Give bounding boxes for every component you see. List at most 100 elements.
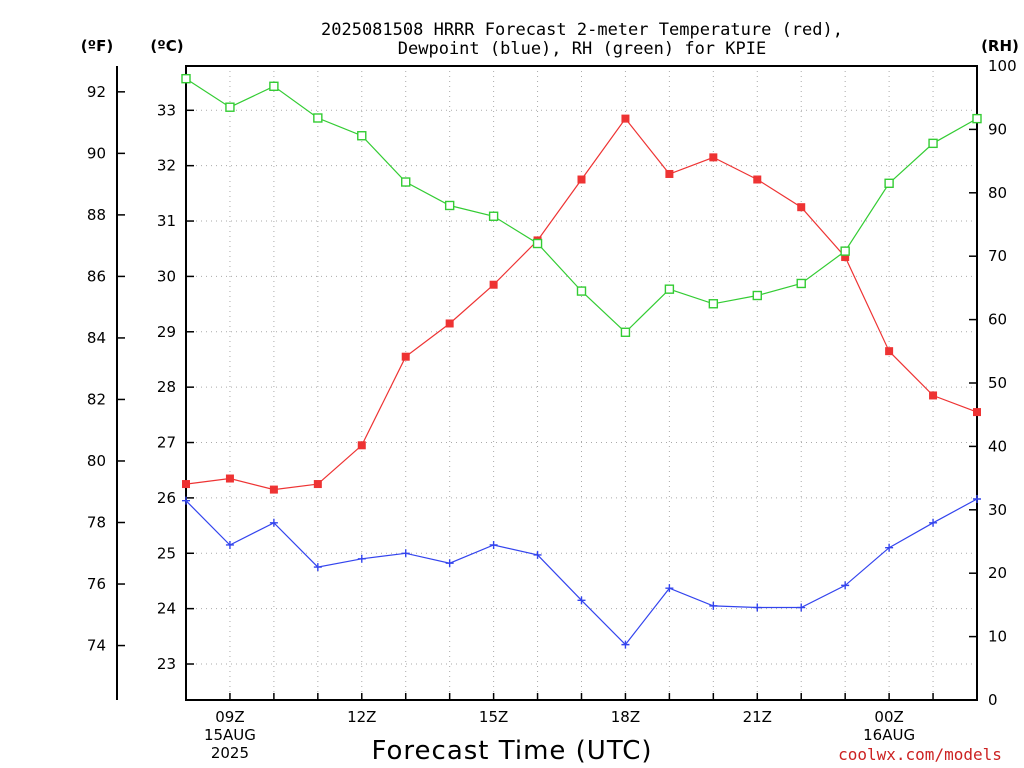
x-tick-label: 2025	[211, 744, 249, 762]
x-tick-label: 21Z	[743, 708, 772, 726]
c-tick-label: 26	[157, 489, 176, 507]
temperature-point	[401, 352, 410, 361]
chart-subtitle: Dewpoint (blue), RH (green) for KPIE	[398, 39, 766, 59]
c-tick-label: 33	[157, 101, 176, 119]
c-tick-label: 23	[157, 655, 176, 673]
dewpoint-point	[577, 596, 586, 605]
rh-point	[708, 299, 719, 309]
x-tick-label: 12Z	[347, 708, 376, 726]
x-tick-label: 18Z	[611, 708, 640, 726]
tick-labels: 74 76 78 80 82 84 86 88 90 92 23 24 25 26 27 28 29 30 31 32…	[87, 57, 1017, 762]
rh-series	[181, 73, 982, 337]
dewpoint-series	[182, 495, 981, 649]
dewpoint-point	[182, 496, 190, 505]
dewpoint-point	[753, 603, 762, 612]
dewpoint-point	[841, 581, 850, 590]
temperature-point	[753, 175, 762, 184]
dewpoint-point	[665, 584, 674, 593]
celsius-axis-unit: (ºC)	[150, 37, 183, 55]
x-tick-label: 15Z	[479, 708, 508, 726]
credit-text: coolwx.com/models	[838, 745, 1002, 764]
f-tick-label: 92	[87, 83, 106, 101]
f-tick-label: 84	[87, 329, 106, 347]
dewpoint-point	[709, 601, 718, 610]
x-tick-label: 00Z	[874, 708, 903, 726]
rh-point	[884, 178, 894, 188]
x-tick-label: 16AUG	[863, 726, 915, 744]
temperature-point	[489, 280, 498, 289]
rh-point	[225, 102, 235, 112]
dewpoint-point	[313, 563, 322, 572]
temperature-point	[357, 441, 366, 450]
dewpoint-point	[357, 554, 366, 563]
x-tick-label: 15AUG	[204, 726, 256, 744]
f-tick-label: 80	[87, 452, 106, 470]
c-tick-label: 29	[157, 323, 176, 341]
rh-point	[269, 81, 279, 91]
rh-tick-label: 70	[988, 247, 1007, 265]
c-tick-label: 31	[157, 212, 176, 230]
temperature-point	[665, 169, 674, 178]
dewpoint-point	[401, 549, 410, 558]
rh-point	[972, 113, 982, 124]
rh-tick-label: 80	[988, 184, 1007, 202]
temperature-point	[841, 253, 850, 262]
axes	[116, 65, 978, 701]
dewpoint-point	[973, 495, 981, 504]
c-tick-label: 28	[157, 378, 176, 396]
c-tick-label: 24	[157, 600, 176, 618]
temperature-line	[185, 117, 978, 491]
c-tick-label: 30	[157, 267, 176, 285]
rh-tick-label: 0	[988, 691, 998, 709]
temperature-point	[577, 175, 586, 184]
rh-point	[532, 238, 543, 249]
rh-tick-label: 60	[988, 311, 1007, 329]
rh-point	[664, 284, 675, 294]
f-tick-label: 88	[87, 206, 106, 224]
temperature-point	[621, 114, 630, 123]
dewpoint-point	[797, 603, 806, 612]
data-series	[181, 73, 982, 649]
temperature-point	[885, 347, 894, 356]
temperature-series	[182, 114, 981, 494]
rh-tick-label: 20	[988, 564, 1007, 582]
fahrenheit-axis-unit: (ºF)	[81, 37, 113, 55]
x-axis-label: Forecast Time (UTC)	[371, 736, 652, 766]
temperature-point	[182, 480, 190, 489]
dewpoint-point	[621, 640, 630, 649]
rh-point	[928, 138, 938, 149]
temperature-point	[973, 408, 981, 417]
rh-point	[840, 246, 850, 256]
c-tick-label: 32	[157, 157, 176, 175]
rh-point	[488, 211, 499, 221]
rh-tick-label: 100	[988, 57, 1017, 75]
rh-point	[444, 200, 455, 211]
dewpoint-point	[489, 540, 498, 549]
chart-title: 2025081508 HRRR Forecast 2-meter Tempera…	[321, 20, 843, 40]
rh-tick-label: 10	[988, 628, 1007, 646]
rh-point	[752, 290, 762, 301]
f-tick-label: 86	[87, 267, 106, 285]
x-tick-label: 09Z	[215, 708, 244, 726]
rh-tick-label: 50	[988, 374, 1007, 392]
c-tick-label: 25	[157, 544, 176, 562]
f-tick-label: 74	[87, 637, 106, 655]
temperature-point	[269, 485, 278, 494]
rh-point	[620, 327, 631, 337]
rh-tick-label: 90	[988, 120, 1007, 138]
temperature-point	[709, 153, 718, 162]
dewpoint-point	[929, 518, 938, 527]
f-tick-label: 78	[87, 514, 106, 532]
c-tick-label: 27	[157, 434, 176, 452]
temperature-point	[929, 391, 938, 400]
dewpoint-point	[269, 518, 278, 527]
rh-point	[401, 177, 411, 187]
rh-point	[576, 286, 587, 296]
dewpoint-point	[533, 550, 542, 559]
f-tick-label: 90	[87, 144, 106, 162]
f-tick-label: 76	[87, 575, 106, 593]
temperature-point	[445, 319, 454, 328]
rh-point	[181, 73, 191, 84]
rh-tick-label: 30	[988, 501, 1007, 519]
